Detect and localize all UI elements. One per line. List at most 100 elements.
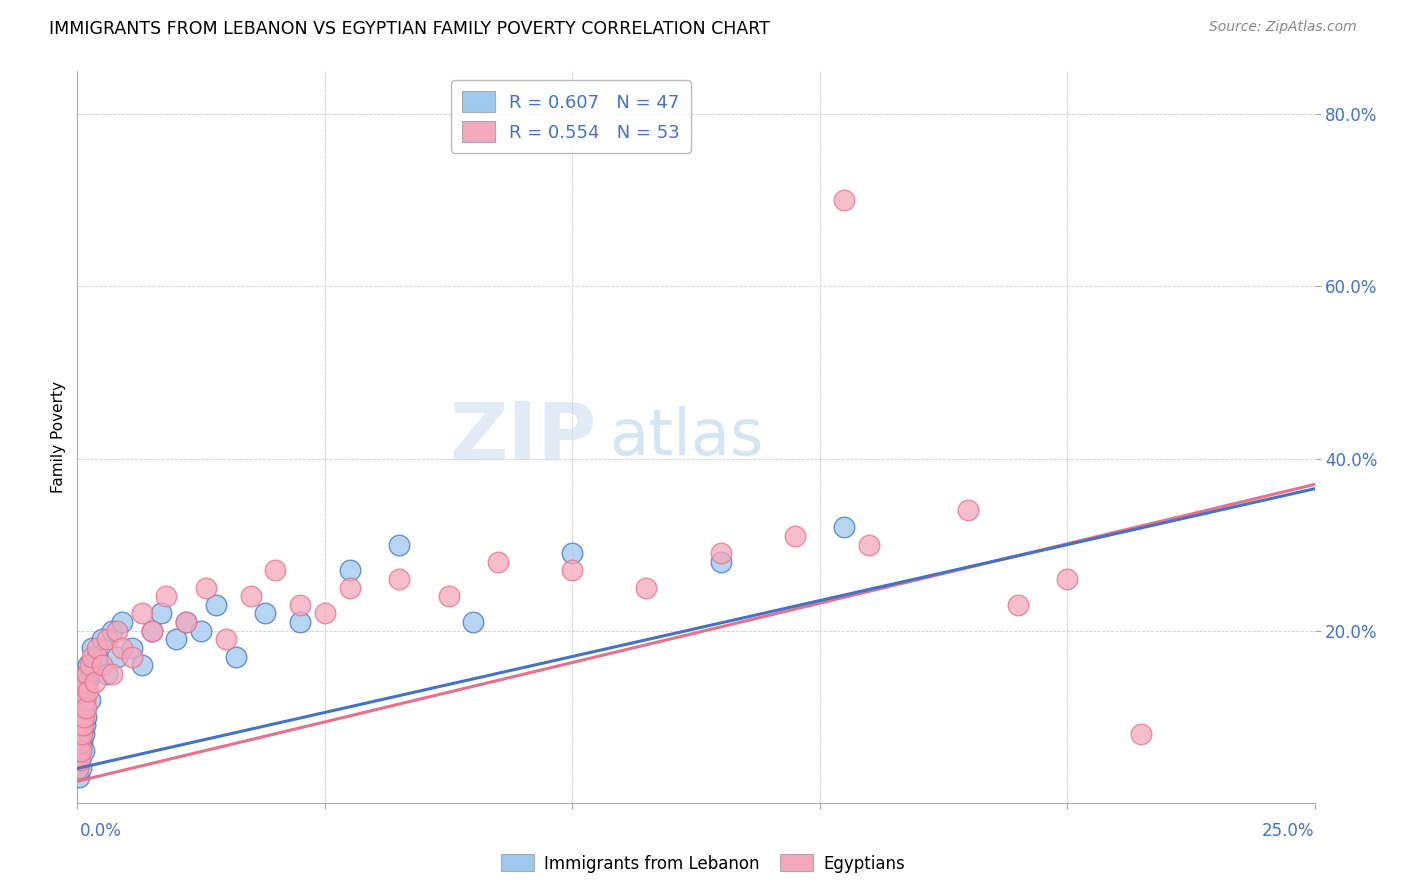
Point bbox=[121, 640, 143, 655]
Point bbox=[314, 607, 336, 621]
Point bbox=[561, 546, 583, 560]
Point bbox=[82, 666, 104, 681]
Point bbox=[463, 615, 485, 629]
Point bbox=[131, 607, 153, 621]
Point bbox=[86, 649, 108, 664]
Point bbox=[69, 744, 91, 758]
Point bbox=[858, 538, 880, 552]
Point bbox=[69, 727, 91, 741]
Point bbox=[141, 624, 163, 638]
Point bbox=[388, 538, 411, 552]
Text: 25.0%: 25.0% bbox=[1263, 822, 1315, 839]
Text: Source: ZipAtlas.com: Source: ZipAtlas.com bbox=[1209, 20, 1357, 34]
Point bbox=[69, 718, 91, 732]
Point bbox=[121, 649, 143, 664]
Point bbox=[69, 753, 91, 767]
Point bbox=[1056, 572, 1078, 586]
Point bbox=[67, 761, 90, 775]
Point bbox=[69, 735, 91, 749]
Point bbox=[70, 718, 93, 732]
Point bbox=[150, 607, 173, 621]
Point bbox=[239, 589, 262, 603]
Point bbox=[710, 546, 733, 560]
Point bbox=[73, 692, 96, 706]
Point bbox=[70, 710, 93, 724]
Point bbox=[70, 761, 93, 775]
Point bbox=[339, 581, 361, 595]
Point bbox=[86, 640, 108, 655]
Point bbox=[76, 675, 98, 690]
Point bbox=[67, 770, 90, 784]
Text: 0.0%: 0.0% bbox=[80, 822, 122, 839]
Point bbox=[437, 589, 460, 603]
Point bbox=[486, 555, 509, 569]
Point bbox=[96, 632, 118, 647]
Point bbox=[67, 744, 90, 758]
Point bbox=[205, 598, 228, 612]
Point bbox=[73, 684, 96, 698]
Text: atlas: atlas bbox=[609, 406, 763, 468]
Point bbox=[834, 520, 856, 534]
Point bbox=[72, 701, 94, 715]
Point bbox=[91, 658, 114, 673]
Point bbox=[111, 640, 134, 655]
Point bbox=[1007, 598, 1029, 612]
Point bbox=[72, 735, 94, 749]
Point bbox=[83, 675, 105, 690]
Point bbox=[70, 744, 93, 758]
Point bbox=[82, 640, 104, 655]
Point bbox=[69, 735, 91, 749]
Point bbox=[91, 632, 114, 647]
Point bbox=[105, 649, 128, 664]
Legend: Immigrants from Lebanon, Egyptians: Immigrants from Lebanon, Egyptians bbox=[495, 847, 911, 880]
Text: IMMIGRANTS FROM LEBANON VS EGYPTIAN FAMILY POVERTY CORRELATION CHART: IMMIGRANTS FROM LEBANON VS EGYPTIAN FAMI… bbox=[49, 20, 770, 37]
Point bbox=[72, 710, 94, 724]
Point bbox=[174, 615, 197, 629]
Y-axis label: Family Poverty: Family Poverty bbox=[51, 381, 66, 493]
Legend: R = 0.607   N = 47, R = 0.554   N = 53: R = 0.607 N = 47, R = 0.554 N = 53 bbox=[451, 80, 690, 153]
Point bbox=[264, 564, 287, 578]
Point bbox=[254, 607, 277, 621]
Point bbox=[96, 666, 118, 681]
Point bbox=[75, 684, 97, 698]
Point bbox=[1130, 727, 1153, 741]
Point bbox=[190, 624, 212, 638]
Point bbox=[636, 581, 658, 595]
Point bbox=[82, 649, 104, 664]
Point bbox=[72, 718, 94, 732]
Point bbox=[111, 615, 134, 629]
Point bbox=[75, 718, 97, 732]
Point bbox=[67, 761, 90, 775]
Point bbox=[105, 624, 128, 638]
Point bbox=[66, 753, 89, 767]
Point bbox=[131, 658, 153, 673]
Point bbox=[79, 658, 101, 673]
Point bbox=[73, 710, 96, 724]
Point bbox=[72, 727, 94, 741]
Point bbox=[77, 684, 100, 698]
Point bbox=[195, 581, 218, 595]
Point bbox=[141, 624, 163, 638]
Point bbox=[215, 632, 238, 647]
Point bbox=[73, 727, 96, 741]
Point bbox=[101, 624, 124, 638]
Point bbox=[67, 727, 90, 741]
Point bbox=[165, 632, 187, 647]
Point bbox=[72, 692, 94, 706]
Point bbox=[155, 589, 177, 603]
Point bbox=[69, 753, 91, 767]
Point bbox=[225, 649, 247, 664]
Point bbox=[67, 753, 90, 767]
Text: ZIP: ZIP bbox=[450, 398, 598, 476]
Point bbox=[75, 710, 97, 724]
Point bbox=[70, 744, 93, 758]
Point bbox=[339, 564, 361, 578]
Point bbox=[75, 701, 97, 715]
Point bbox=[73, 701, 96, 715]
Point bbox=[77, 658, 100, 673]
Point bbox=[288, 598, 311, 612]
Point bbox=[388, 572, 411, 586]
Point bbox=[834, 194, 856, 208]
Point bbox=[783, 529, 806, 543]
Point bbox=[101, 666, 124, 681]
